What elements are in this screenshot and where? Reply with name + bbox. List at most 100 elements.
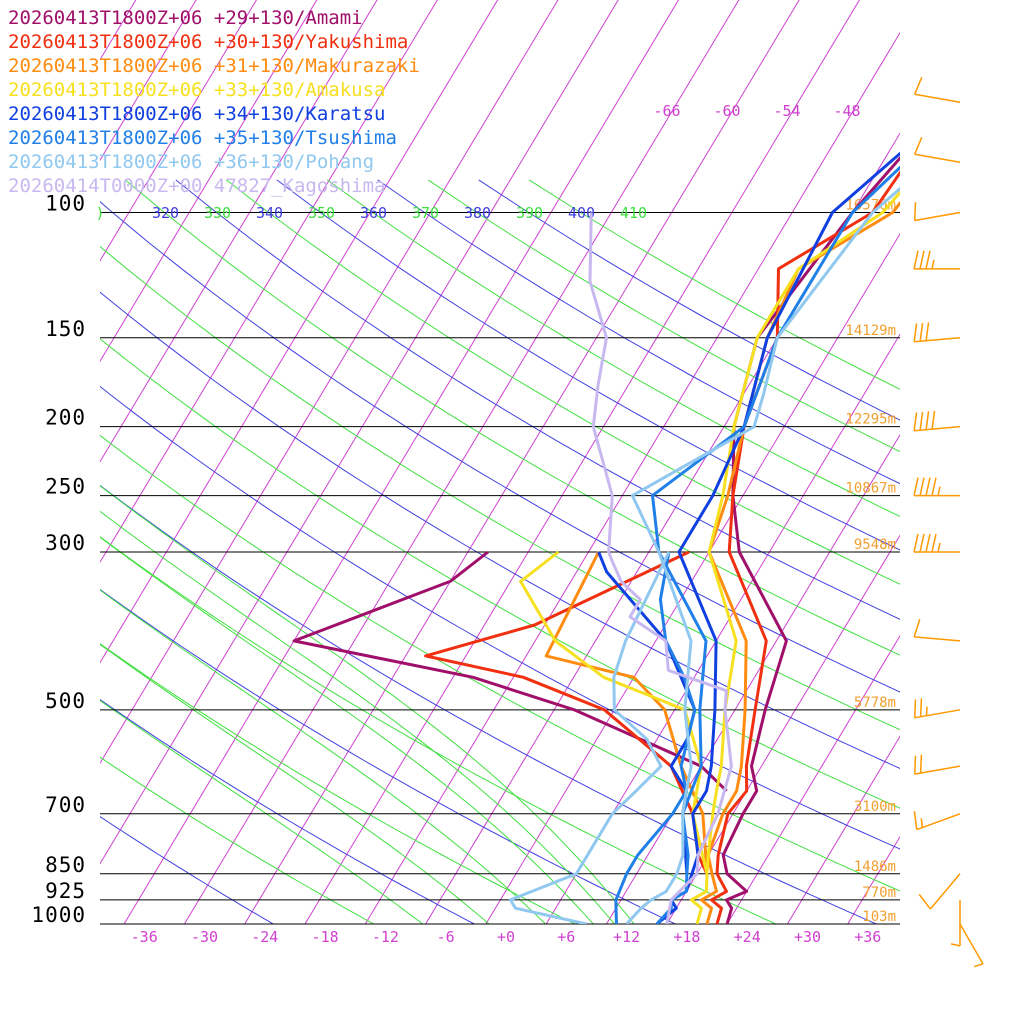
temperature-tick-label: -36: [131, 928, 158, 946]
barb-flag: [925, 533, 931, 553]
height-label: 9548m: [854, 537, 896, 553]
barb-half-flag: [950, 943, 961, 947]
temperature-tick-label: +18: [673, 928, 700, 946]
dry-adiabat-line: [100, 643, 576, 924]
barb-flag: [931, 477, 937, 496]
theta-label: 380: [464, 204, 491, 222]
barb-flag: [914, 76, 923, 95]
height-label: 14129m: [845, 323, 896, 339]
pressure-tick-label: 100: [45, 192, 86, 216]
sounding-profiles: [292, 151, 900, 924]
isotherm-line: [666, 534, 900, 924]
temperature-tick-label: +0: [497, 928, 515, 946]
barb-staff: [914, 709, 961, 719]
sounding-series: [508, 186, 900, 924]
barb-flag: [919, 411, 924, 431]
hidden-guide: [0, 180, 554, 939]
legend: 20260413T1800Z+06 +29+130/Amami20260413T…: [8, 7, 420, 197]
temperature-line: [655, 151, 900, 924]
temperature-line: [709, 170, 900, 924]
theta-label: 400: [568, 204, 595, 222]
barb-staff: [914, 153, 961, 164]
dry-adiabat-line: [478, 179, 900, 421]
wind-barb: [913, 202, 961, 222]
dry-adiabat-line: [100, 756, 375, 924]
pressure-tick-label: 500: [45, 689, 86, 713]
sounding-series: [544, 200, 900, 924]
isotherm-top-label: -48: [833, 102, 860, 120]
moist-adiabat-line: [100, 485, 635, 924]
theta-label: 360: [360, 204, 387, 222]
barb-staff: [959, 923, 984, 965]
isotherm-line: [908, 0, 1024, 924]
barb-half-flag: [973, 963, 984, 968]
dry-adiabat-line: [100, 484, 878, 924]
barb-flag: [919, 250, 925, 270]
barb-flag: [919, 698, 923, 717]
isotherm-top-label: -66: [653, 102, 680, 120]
barb-staff: [914, 211, 961, 222]
isotherm-line: [100, 0, 619, 865]
pressure-tick-label: 850: [45, 853, 86, 877]
wind-barb: [913, 477, 960, 497]
dewpoint-line: [544, 551, 709, 874]
temperature-tick-label: +24: [734, 928, 761, 946]
isotherm-line: [364, 31, 900, 924]
temperature-line: [651, 165, 900, 924]
barb-flag: [913, 533, 919, 553]
isotherm-top-label: -54: [773, 102, 800, 120]
height-label: 10867m: [845, 481, 896, 497]
theta-label: 330: [204, 204, 231, 222]
height-label: 103m: [862, 909, 896, 925]
barb-flag: [914, 136, 923, 155]
pressure-tick-label: 1000: [31, 903, 86, 927]
temperature-line: [625, 186, 900, 924]
barb-staff: [914, 636, 961, 642]
barb-flag: [913, 619, 921, 638]
isotherm-line: [606, 433, 900, 924]
wind-barb: [913, 250, 960, 270]
pressure-tick-label: 700: [45, 793, 86, 817]
isotherm-line: [304, 0, 860, 924]
barb-flag: [918, 893, 932, 910]
barb-half-flag: [937, 542, 941, 553]
isotherm-line: [100, 0, 318, 363]
isotherm-line: [726, 634, 900, 924]
barb-flag: [919, 533, 925, 553]
height-label: 1486m: [854, 859, 896, 875]
barb-flag: [913, 323, 918, 342]
sounding-series: [614, 165, 900, 924]
dry-adiabat-line: [100, 385, 900, 850]
wind-barb: [950, 899, 961, 947]
dry-adiabat-line: [100, 588, 677, 924]
temperature-tick-label: -24: [251, 928, 278, 946]
sounding-series: [588, 212, 733, 924]
theta-label: 390: [516, 204, 543, 222]
temperature-tick-label: +30: [794, 928, 821, 946]
dry-adiabat-line: [175, 179, 900, 620]
legend-entry: 20260413T1800Z+06 +36+130/Pohang: [8, 151, 374, 173]
wind-barb: [913, 754, 961, 775]
barb-flag: [925, 411, 930, 430]
legend-entry: 20260413T1800Z+06 +30+130/Yakushima: [8, 31, 408, 53]
sounding-series: [597, 151, 900, 924]
dewpoint-line: [519, 550, 709, 875]
legend-entry: 20260413T1800Z+06 +35+130/Tsushima: [8, 127, 397, 149]
barb-staff: [914, 337, 961, 343]
temperature-tick-label: +36: [854, 928, 881, 946]
barb-flag: [913, 699, 917, 718]
isotherm-line: [100, 0, 438, 564]
wind-barb: [913, 410, 961, 432]
barb-half-flag: [931, 259, 935, 270]
barb-flag: [925, 477, 931, 496]
theta-label: 340: [256, 204, 283, 222]
barb-staff: [916, 813, 961, 831]
dewpoint-line: [508, 551, 671, 924]
isotherm-line: [123, 0, 680, 924]
legend-entry: 20260413T1800Z+06 +33+130/Amakusa: [8, 79, 386, 101]
barb-flag: [931, 533, 937, 553]
moist-adiabat-line: [100, 643, 490, 924]
temperature-line: [588, 212, 733, 924]
temperature-line: [699, 200, 900, 924]
